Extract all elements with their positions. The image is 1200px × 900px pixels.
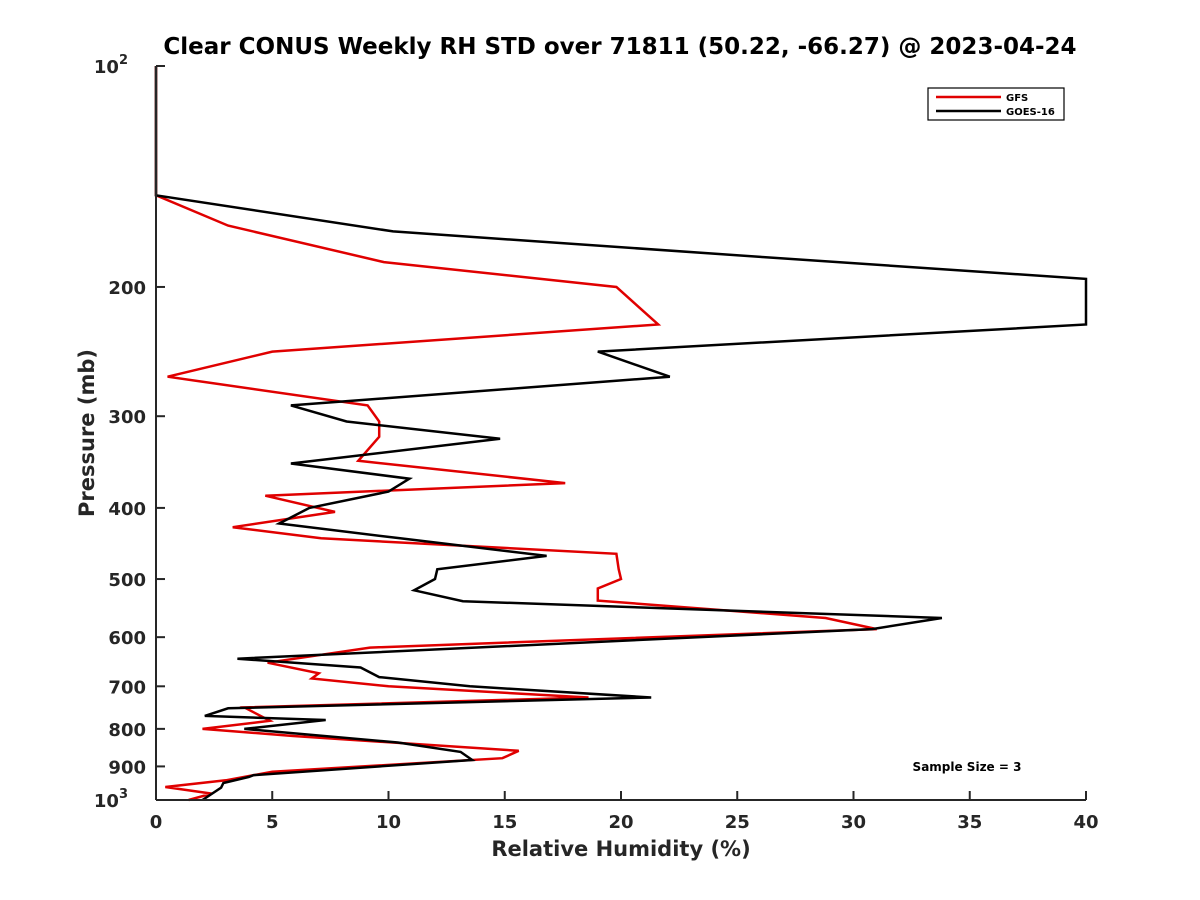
x-tick-label: 20	[608, 812, 633, 833]
x-tick-label: 15	[492, 812, 517, 833]
x-axis-ticks: 0 5 10 15 20 25 30 35 40	[150, 791, 1099, 833]
series-line-goes16	[154, 66, 1088, 802]
y-tick-label: 800	[108, 720, 146, 741]
y-tick-label: 900	[108, 757, 146, 778]
x-tick-label: 40	[1073, 812, 1098, 833]
x-axis-label: Relative Humidity (%)	[491, 837, 750, 861]
legend-box	[927, 87, 1065, 121]
y-axis-ticks: 102 200 300 400 500 600 700 800 900 103	[94, 53, 165, 812]
x-tick-label: 30	[841, 812, 866, 833]
x-tick-label: 35	[957, 812, 982, 833]
x-tick-label: 25	[725, 812, 750, 833]
legend-label-gfs: GFS	[1006, 93, 1028, 104]
y-tick-label: 700	[108, 677, 146, 698]
series-layer	[154, 66, 1088, 802]
y-tick-label: 300	[108, 407, 146, 428]
x-tick-label: 0	[150, 812, 163, 833]
legend: GFS GOES-16	[927, 87, 1065, 121]
legend-label-goes16: GOES-16	[1006, 107, 1055, 118]
y-tick-label: 102	[94, 53, 128, 78]
x-tick-label: 10	[376, 812, 401, 833]
y-tick-label: 103	[94, 787, 128, 812]
y-tick-label: 400	[108, 499, 146, 520]
y-tick-label: 500	[108, 570, 146, 591]
y-axis-label: Pressure (mb)	[75, 349, 99, 517]
y-tick-label: 200	[108, 278, 146, 299]
axes-frame	[155, 66, 1086, 801]
chart-title: Clear CONUS Weekly RH STD over 71811 (50…	[163, 34, 1076, 60]
sample-size-annotation: Sample Size = 3	[913, 760, 1022, 774]
y-tick-label: 600	[108, 628, 146, 649]
x-tick-label: 5	[266, 812, 279, 833]
